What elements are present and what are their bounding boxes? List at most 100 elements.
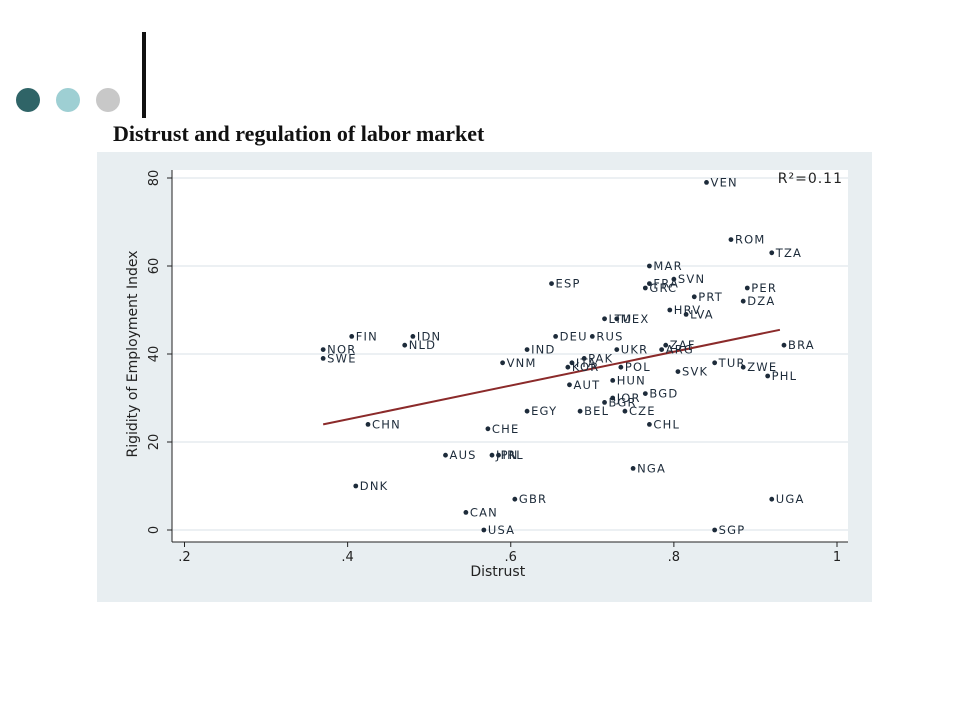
point-label: SVN bbox=[678, 272, 705, 286]
scatter-chart: 0 20 40 60 80 .2 .4 .6 .8 1 Distrust Rigidity of Em… bbox=[125, 170, 848, 580]
data-point bbox=[671, 276, 677, 282]
data-point bbox=[500, 360, 505, 366]
data-point bbox=[769, 250, 775, 256]
y-tick-label: 20 bbox=[147, 434, 162, 451]
data-point bbox=[485, 426, 491, 432]
data-point bbox=[489, 452, 495, 458]
point-label: EGY bbox=[531, 404, 557, 418]
point-label: BEL bbox=[584, 404, 609, 418]
data-point bbox=[667, 307, 673, 313]
point-label: VNM bbox=[507, 356, 537, 370]
title-divider bbox=[142, 32, 146, 118]
point-label: BGR bbox=[609, 395, 637, 409]
point-label: LTU bbox=[609, 312, 633, 326]
data-point bbox=[610, 395, 616, 401]
data-point bbox=[320, 356, 326, 361]
point-label: PRT bbox=[698, 290, 723, 304]
point-label: DNK bbox=[360, 479, 389, 493]
data-point bbox=[647, 422, 652, 427]
point-label: UGA bbox=[776, 492, 805, 506]
x-tick-label: .2 bbox=[178, 550, 190, 565]
data-point bbox=[577, 408, 583, 414]
point-label: VEN bbox=[711, 175, 738, 189]
data-point bbox=[581, 356, 587, 361]
point-label: MEX bbox=[621, 312, 650, 326]
point-label: PER bbox=[751, 281, 777, 295]
point-label: RUS bbox=[596, 329, 623, 343]
data-point bbox=[496, 452, 501, 458]
point-label: FIN bbox=[356, 329, 378, 343]
decor-dot-gray bbox=[96, 88, 120, 112]
data-point bbox=[353, 483, 359, 489]
data-point bbox=[602, 400, 607, 405]
point-label: HUN bbox=[617, 373, 646, 387]
y-tick-label: 80 bbox=[147, 170, 162, 187]
point-label: MAR bbox=[653, 259, 682, 273]
point-label: CAN bbox=[470, 505, 498, 519]
y-tick-label: 40 bbox=[147, 346, 162, 363]
data-point bbox=[610, 378, 616, 383]
slide-title: Distrust and regulation of labor market bbox=[113, 121, 485, 146]
chart-panel: 0 20 40 60 80 .2 .4 .6 .8 1 Distrust Rigidity of Em… bbox=[97, 152, 872, 602]
data-point bbox=[618, 364, 624, 370]
data-point bbox=[463, 510, 469, 515]
point-label: IRL bbox=[503, 448, 524, 462]
data-point bbox=[567, 382, 572, 388]
point-label: PAK bbox=[588, 351, 613, 365]
data-point bbox=[589, 334, 595, 339]
decor-dot-dark bbox=[16, 88, 40, 112]
data-point bbox=[614, 347, 620, 352]
data-point bbox=[481, 527, 487, 533]
point-label: FRA bbox=[653, 277, 679, 291]
data-point bbox=[565, 364, 571, 370]
data-point bbox=[712, 527, 718, 533]
point-label: IDN bbox=[417, 329, 441, 343]
data-point bbox=[622, 408, 628, 414]
data-point bbox=[320, 347, 326, 352]
data-point bbox=[740, 364, 746, 370]
x-axis-title: Distrust bbox=[470, 564, 525, 580]
data-point bbox=[524, 347, 530, 352]
point-label: GRC bbox=[649, 281, 677, 295]
data-point bbox=[704, 180, 709, 185]
decorative-dots bbox=[16, 88, 120, 112]
point-label: SGP bbox=[719, 523, 746, 537]
point-label: NGA bbox=[637, 461, 666, 475]
data-point bbox=[663, 342, 669, 348]
point-label: BRA bbox=[788, 338, 815, 352]
point-label: CHN bbox=[372, 417, 401, 431]
data-point bbox=[349, 334, 355, 339]
data-point bbox=[365, 422, 371, 427]
point-label: GBR bbox=[519, 492, 547, 506]
data-point bbox=[647, 263, 652, 269]
point-label: CHE bbox=[492, 422, 520, 436]
point-label: IND bbox=[531, 343, 555, 357]
point-label: JPN bbox=[495, 448, 519, 462]
data-point bbox=[675, 369, 681, 374]
y-tick-label: 0 bbox=[147, 526, 162, 534]
data-point bbox=[569, 360, 575, 366]
point-label: UKR bbox=[621, 343, 649, 357]
data-point bbox=[712, 360, 718, 366]
y-axis-title: Rigidity of Employment Index bbox=[125, 250, 141, 457]
point-label: LVA bbox=[690, 307, 714, 321]
point-label: BGD bbox=[649, 387, 678, 401]
data-point bbox=[614, 316, 620, 322]
data-point bbox=[642, 391, 648, 396]
plot-area bbox=[172, 170, 848, 542]
point-label: ESP bbox=[556, 277, 581, 291]
point-label: DZA bbox=[747, 294, 775, 308]
fitted-line bbox=[322, 328, 781, 426]
data-point bbox=[549, 281, 554, 286]
point-label: USA bbox=[488, 523, 515, 537]
data-point bbox=[659, 347, 665, 352]
data-point bbox=[602, 316, 607, 322]
point-label: NOR bbox=[327, 343, 356, 357]
point-label: TZA bbox=[775, 246, 802, 260]
data-point bbox=[728, 237, 734, 242]
point-label: ROM bbox=[735, 233, 766, 247]
point-label: AUS bbox=[450, 448, 477, 462]
point-label: DEU bbox=[560, 329, 588, 343]
point-label: JOR bbox=[616, 391, 641, 405]
data-point bbox=[781, 342, 787, 348]
